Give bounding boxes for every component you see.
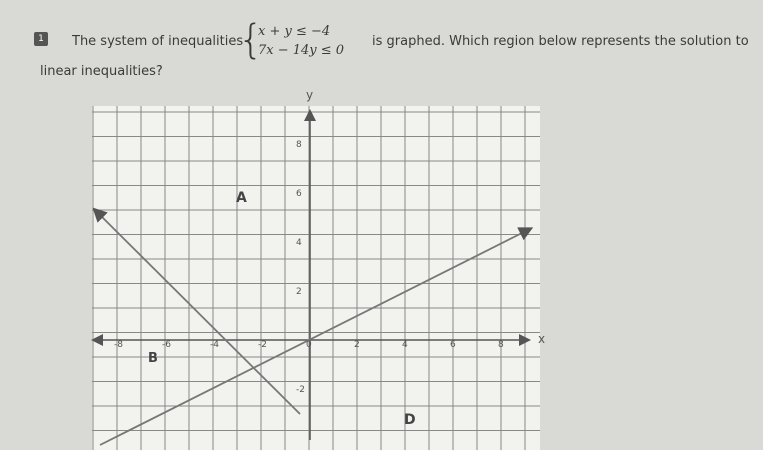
line-x-plus-y [92, 207, 301, 415]
question-text: is graphed. Which region below represent… [372, 34, 749, 49]
region-label: A [236, 190, 247, 206]
y-tick-label: 4 [296, 238, 302, 248]
inequality: x + y ≤ −4 [258, 24, 331, 39]
x-tick-label: 8 [498, 340, 504, 350]
x-tick-label: 2 [354, 340, 360, 350]
x-tick-label: -8 [114, 340, 123, 350]
y-tick-label: 2 [296, 287, 302, 297]
x-tick-label: 4 [402, 340, 408, 350]
y-axis-label: y [306, 88, 313, 102]
x-tick-label: 0 [306, 340, 312, 350]
question-text: linear inequalities? [40, 64, 163, 79]
brace: { [238, 17, 264, 63]
x-tick-label: -6 [162, 340, 171, 350]
x-tick-label: -2 [258, 340, 267, 350]
inequality: 7x − 14y ≤ 0 [258, 43, 345, 58]
region-label: B [148, 351, 158, 366]
y-tick-label: 8 [296, 140, 302, 150]
x-tick-label: 6 [450, 340, 456, 350]
x-axis-label: x [538, 332, 545, 346]
y-tick-label: 6 [296, 189, 302, 199]
question-text: The system of inequalities [72, 34, 244, 49]
grid-background [92, 106, 540, 450]
region-label: D [404, 412, 416, 428]
line-7x-14y [99, 227, 534, 446]
question-number: 1 [34, 32, 48, 46]
grid [92, 106, 540, 450]
x-tick-label: -4 [210, 340, 219, 350]
y-tick-label: -2 [296, 385, 305, 395]
